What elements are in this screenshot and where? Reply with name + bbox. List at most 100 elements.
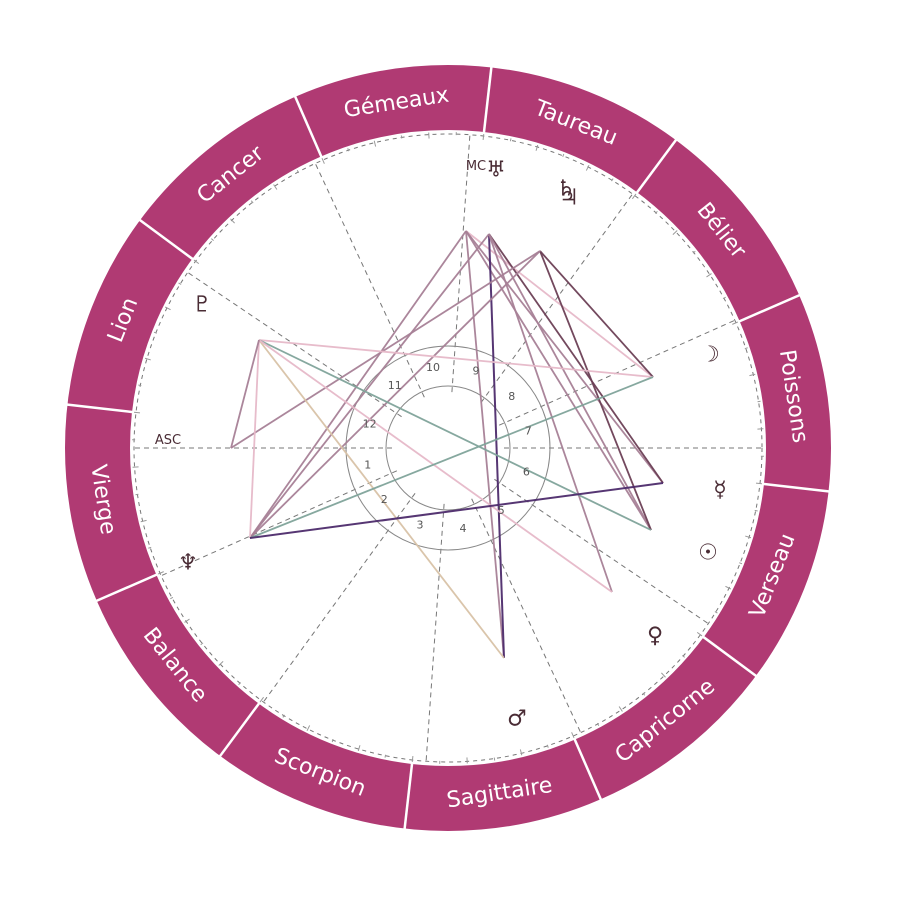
house-number-6: 6 <box>523 465 530 478</box>
house-ring-inner <box>385 385 511 511</box>
aspect-line <box>258 339 505 659</box>
aspect-line <box>230 250 541 449</box>
sign-divider <box>95 573 158 603</box>
degree-tick <box>296 170 300 174</box>
degree-tick <box>706 273 712 278</box>
degree-tick <box>642 692 646 696</box>
zodiac-band <box>65 65 831 831</box>
degree-tick <box>230 218 235 224</box>
degree-tick <box>164 306 171 311</box>
aspect-line <box>539 250 654 378</box>
degree-tick <box>238 682 241 686</box>
house-cusp <box>480 193 633 403</box>
planet-glyphs: ASC MC ♅ ♄♃ ☽ ☿ ☉ ♀ ♂ ♆ ♇ <box>155 158 727 732</box>
house-cusp <box>494 478 709 625</box>
aspect-line <box>488 233 613 593</box>
degree-tick <box>331 739 334 743</box>
sign-divider <box>762 482 830 493</box>
degree-tick <box>411 755 414 763</box>
degree-tick <box>144 357 151 361</box>
aspect-line <box>465 230 652 531</box>
aspect-line <box>249 233 490 539</box>
degree-tick <box>373 140 377 147</box>
degree-tick <box>618 706 623 712</box>
aspect-line <box>465 230 664 484</box>
aspect-line <box>249 250 541 539</box>
degree-tick <box>384 754 387 758</box>
degree-tick <box>509 138 512 142</box>
sign-divider <box>702 635 758 678</box>
house-cusp <box>263 493 416 703</box>
house-cusp <box>425 503 445 762</box>
degree-tick <box>259 696 265 703</box>
house-number-4: 4 <box>459 522 466 535</box>
jupiter-icon: ♃ <box>559 186 579 211</box>
degree-tick <box>546 744 549 748</box>
axis-line <box>451 134 471 393</box>
mc-label: MC <box>466 159 486 174</box>
pluto-icon: ♇ <box>192 293 212 318</box>
degree-tick <box>210 238 214 241</box>
degree-tick <box>148 546 152 549</box>
sign-divider <box>218 702 261 758</box>
sign-divider <box>738 293 801 323</box>
mars-icon: ♂ <box>507 707 527 732</box>
aspect-line <box>539 250 652 531</box>
degree-tick <box>535 144 539 151</box>
degree-tick <box>725 585 732 590</box>
degree-tick <box>672 230 678 235</box>
inner-dashed-circle <box>133 133 763 763</box>
sign-divider <box>138 218 194 261</box>
degree-tick <box>596 722 600 726</box>
asc-label: ASC <box>155 433 181 448</box>
degree-tick <box>692 250 696 254</box>
degree-tick <box>745 535 752 539</box>
house-number-11: 11 <box>388 379 402 392</box>
degree-tick <box>655 210 658 214</box>
degree-tick <box>140 519 147 523</box>
aspect-line <box>249 230 467 539</box>
aspect-line <box>249 339 260 539</box>
house-number-10: 10 <box>426 361 440 374</box>
house-cusp <box>471 498 582 733</box>
aspect-line <box>488 233 664 484</box>
degree-tick <box>682 655 686 658</box>
degree-tick <box>306 725 311 732</box>
degree-tick <box>571 732 575 738</box>
chart-inner-area <box>132 132 764 764</box>
degree-tick <box>133 411 141 414</box>
house-cusp <box>314 163 425 398</box>
house-number-7: 7 <box>525 424 532 437</box>
degree-tick <box>631 193 637 200</box>
sun-icon: ☉ <box>698 541 718 566</box>
sign-divider <box>482 66 493 134</box>
degree-tick <box>178 282 182 285</box>
degree-tick <box>357 745 361 752</box>
degree-tick <box>218 661 224 666</box>
sign-divider <box>66 403 134 414</box>
uranus-icon: ♅ <box>486 158 506 183</box>
house-ring-outer <box>345 345 551 551</box>
degree-tick <box>722 296 726 300</box>
moon-icon: ☽ <box>700 343 720 368</box>
aspect-line <box>230 339 260 449</box>
degree-tick <box>482 133 485 141</box>
house-number-12: 12 <box>363 418 377 431</box>
house-number-1: 1 <box>364 459 371 472</box>
degree-tick <box>273 184 278 190</box>
degree-tick <box>200 642 204 646</box>
house-number-2: 2 <box>381 493 388 506</box>
aspect-line <box>258 339 654 378</box>
degree-tick <box>611 178 614 182</box>
sign-divider <box>403 762 414 830</box>
venus-icon: ♀ <box>647 624 663 649</box>
house-number-8: 8 <box>508 390 515 403</box>
aspect-line <box>249 482 664 539</box>
degree-tick <box>138 384 142 387</box>
house-cusp <box>187 271 402 418</box>
degree-tick <box>739 562 743 565</box>
aspect-line <box>258 339 613 593</box>
degree-tick <box>153 331 157 334</box>
degree-tick <box>696 631 703 637</box>
